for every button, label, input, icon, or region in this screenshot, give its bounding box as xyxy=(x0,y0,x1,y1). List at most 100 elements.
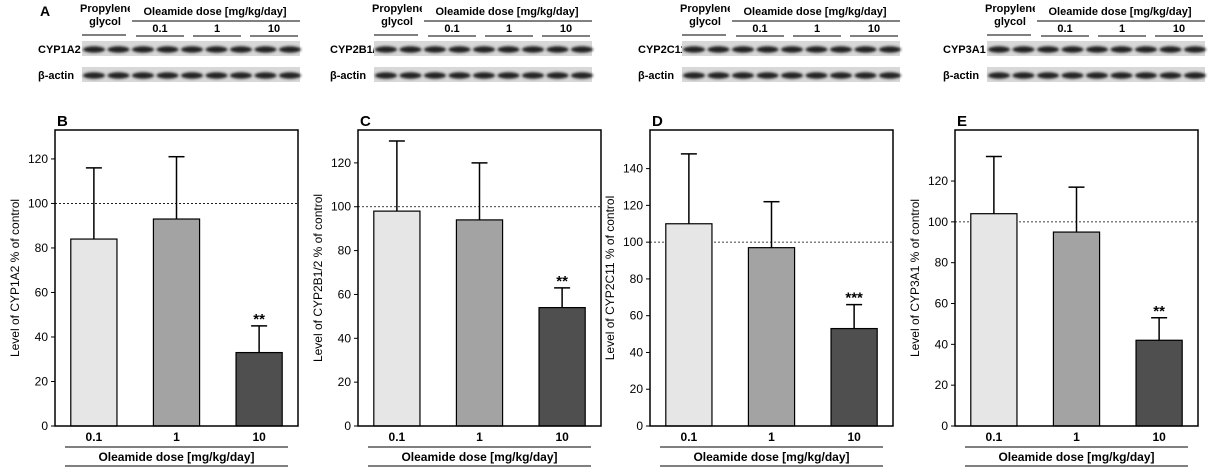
blot-band xyxy=(1160,46,1182,52)
blot-band xyxy=(830,72,852,78)
bar xyxy=(1136,340,1182,426)
blot-panel: Propylene glycol Oleamide dose [mg/kg/day… xyxy=(38,3,301,82)
blot-band xyxy=(1184,46,1206,52)
x-tick-label: 1 xyxy=(476,430,483,444)
x-axis-label: Oleamide dose [mg/kg/day] xyxy=(401,450,557,464)
y-tick-label: 40 xyxy=(35,330,49,344)
x-tick-label: 1 xyxy=(768,430,775,444)
y-tick-label: 80 xyxy=(338,244,352,258)
blot-band xyxy=(498,72,520,78)
blot-band xyxy=(1013,72,1035,78)
y-tick-label: 60 xyxy=(35,285,49,299)
dose-label: 1 xyxy=(814,23,820,35)
y-axis-label: Level of CYP1A2 % of control xyxy=(8,199,22,357)
blot-band xyxy=(181,72,203,78)
x-axis-label: Oleamide dose [mg/kg/day] xyxy=(998,450,1154,464)
x-tick-label: 0.1 xyxy=(389,430,406,444)
control-label: Propylene glycol xyxy=(680,3,730,29)
blot-band xyxy=(132,46,154,52)
blot-band xyxy=(547,46,569,52)
blot-band xyxy=(1086,46,1108,52)
dose-label: 0.1 xyxy=(1057,23,1072,35)
blot-band xyxy=(708,72,730,78)
bar xyxy=(666,224,712,426)
bar xyxy=(236,353,282,426)
control-label-box: Propylene glycol xyxy=(80,3,130,37)
blot-band xyxy=(400,72,422,78)
x-tick-label: 10 xyxy=(1152,430,1166,444)
bar xyxy=(71,239,117,426)
significance-label: *** xyxy=(845,290,863,307)
x-tick-label: 10 xyxy=(555,430,569,444)
blot-band xyxy=(781,46,803,52)
y-tick-label: 140 xyxy=(623,162,643,176)
dose-label: 1 xyxy=(506,23,512,35)
blot-band xyxy=(547,72,569,78)
blot-band xyxy=(473,72,495,78)
blot-band xyxy=(230,72,252,78)
blot-band xyxy=(1086,72,1108,78)
x-tick-label: 10 xyxy=(252,430,266,444)
bar xyxy=(971,214,1017,426)
dose-label: 10 xyxy=(268,23,280,35)
y-tick-label: 120 xyxy=(928,174,948,188)
y-tick-label: 100 xyxy=(28,196,48,210)
blot-panel: Propylene glycolOleamide dose [mg/kg/day… xyxy=(638,3,901,82)
bar xyxy=(456,220,502,426)
y-tick-label: 20 xyxy=(630,382,644,396)
dose-label: 1 xyxy=(1119,23,1125,35)
blot-band xyxy=(1160,72,1182,78)
control-label: Propylene glycol xyxy=(372,3,422,29)
protein-label: CYP2C11 xyxy=(638,44,686,56)
blot-band xyxy=(157,46,179,52)
blot-band xyxy=(522,46,544,52)
y-tick-label: 60 xyxy=(935,297,949,311)
dose-label: 10 xyxy=(868,23,880,35)
blot-band xyxy=(732,72,754,78)
blot-band xyxy=(732,46,754,52)
blot-band xyxy=(230,46,252,52)
x-axis-label: Oleamide dose [mg/kg/day] xyxy=(693,450,849,464)
bar xyxy=(539,308,585,426)
bar xyxy=(831,329,877,426)
y-tick-label: 120 xyxy=(28,152,48,166)
panel-label: E xyxy=(957,113,967,130)
x-tick-label: 10 xyxy=(847,430,861,444)
blot-band xyxy=(988,46,1010,52)
x-tick-label: 1 xyxy=(173,430,180,444)
y-axis-label: Level of CYP2B1/2 % of control xyxy=(311,194,325,362)
y-tick-label: 100 xyxy=(623,235,643,249)
blot-band xyxy=(424,72,446,78)
dose-header: Oleamide dose [mg/kg/day] xyxy=(143,6,286,18)
y-tick-label: 0 xyxy=(344,419,351,433)
y-tick-label: 20 xyxy=(338,375,352,389)
blot-panel: Propylene glycolOleamide dose [mg/kg/day… xyxy=(943,3,1206,82)
blot-band xyxy=(522,72,544,78)
loading-label: β-actin xyxy=(38,70,74,82)
blot-band xyxy=(473,46,495,52)
loading-label: β-actin xyxy=(330,70,366,82)
blot-band xyxy=(400,46,422,52)
x-tick-label: 1 xyxy=(1073,430,1080,444)
y-tick-label: 0 xyxy=(636,419,643,433)
dose-label: 1 xyxy=(214,23,220,35)
blot-band xyxy=(375,46,397,52)
bar xyxy=(374,211,420,426)
blot-band xyxy=(1062,72,1084,78)
blot-band xyxy=(498,46,520,52)
protein-label: CYP1A2 xyxy=(38,44,81,56)
blot-band xyxy=(855,46,877,52)
y-tick-label: 20 xyxy=(35,374,49,388)
dose-label: 0.1 xyxy=(752,23,767,35)
y-tick-label: 0 xyxy=(941,419,948,433)
y-tick-label: 40 xyxy=(935,337,949,351)
blot-band xyxy=(757,72,779,78)
blot-band xyxy=(279,72,301,78)
blot-band xyxy=(855,72,877,78)
blot-band xyxy=(879,72,901,78)
blot-band xyxy=(132,72,154,78)
blot-band xyxy=(1135,72,1157,78)
bar xyxy=(1053,232,1099,426)
control-label: Propylene glycol xyxy=(985,3,1035,29)
